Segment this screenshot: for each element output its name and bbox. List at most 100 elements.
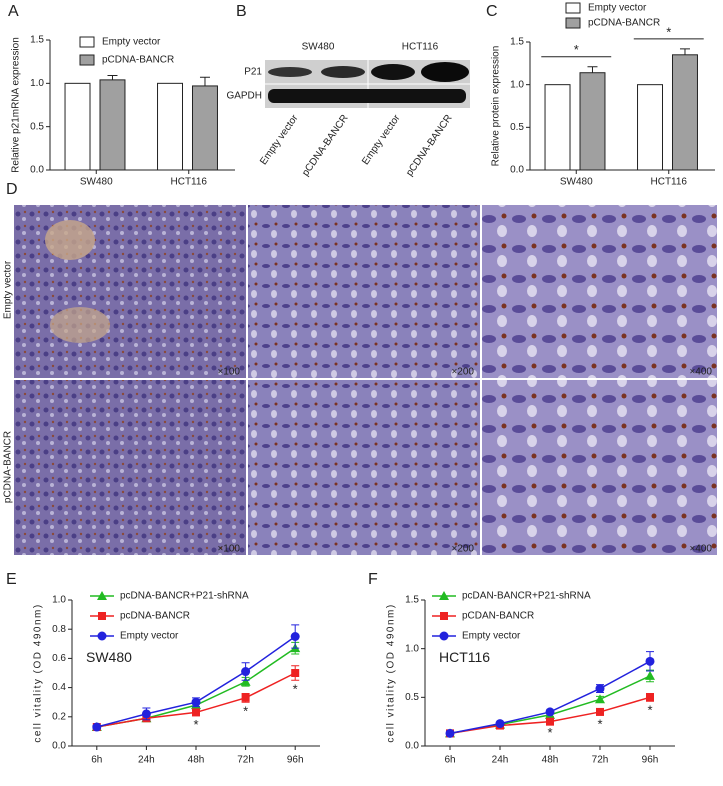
y-tick-label: 0.4 [52, 682, 66, 693]
y-tick-label: 1.0 [405, 643, 419, 654]
micrograph [14, 380, 246, 555]
magnification: ×100 [217, 544, 240, 555]
micrograph [482, 380, 717, 555]
y-tick-label: 0.0 [52, 741, 66, 752]
y-tick-label: 0.0 [510, 165, 524, 176]
y-tick-label: 0.8 [52, 624, 66, 635]
x-tick-label: 48h [542, 755, 559, 766]
x-tick-label: HCT116 [171, 177, 208, 188]
magnification: ×400 [689, 367, 712, 378]
point [97, 591, 107, 600]
legend-swatch [565, 2, 581, 14]
lane-label: pCDNA-BANCR [300, 113, 350, 178]
point [645, 670, 655, 680]
error-bar [587, 66, 598, 73]
magnification: ×100 [217, 367, 240, 378]
annotation: HCT116 [439, 649, 490, 665]
bar [579, 72, 606, 171]
y-axis-label: Relative protein expression [491, 46, 502, 167]
legend-label: pcDNA-BANCR [120, 611, 190, 622]
x-tick-label: 24h [138, 755, 155, 766]
legend-label: pcDAN-BANCR+P21-shRNA [462, 591, 591, 602]
y-tick-label: 1.5 [30, 35, 44, 46]
error-bar [199, 76, 210, 86]
bar [191, 85, 218, 171]
magnification: ×400 [689, 544, 712, 555]
error-bar [679, 48, 690, 55]
lane-label: pCDNA-BANCR [404, 113, 454, 178]
bar [637, 84, 664, 171]
point [240, 676, 251, 686]
y-tick-label: 0.6 [52, 653, 66, 664]
panel-label: E [6, 571, 17, 588]
legend-label: pCDNA-BANCR [102, 55, 174, 66]
y-tick-label: 1.0 [30, 78, 44, 89]
point [595, 694, 605, 704]
panel-label: D [6, 181, 18, 198]
magnification: ×200 [451, 544, 474, 555]
legend-label: pCDNA-BANCR [588, 18, 660, 29]
micrograph [248, 205, 480, 378]
panel-label: B [236, 3, 247, 20]
y-tick-label: 0.5 [405, 692, 419, 703]
y-tick-label: 0.0 [30, 165, 44, 176]
point [98, 612, 106, 620]
point [241, 667, 251, 677]
magnification: ×200 [451, 367, 474, 378]
panel-label: F [368, 571, 378, 588]
point [241, 693, 250, 702]
point [445, 728, 455, 738]
x-tick-label: HCT116 [651, 177, 688, 188]
micrograph [482, 205, 717, 378]
row-label: pCDNA-BANCR [3, 431, 14, 503]
y-tick-label: 1.5 [405, 595, 419, 606]
point [191, 697, 201, 707]
y-tick-label: 0.5 [30, 121, 44, 132]
point [646, 693, 654, 702]
y-axis-label: cell vitality (OD 490nm) [386, 603, 397, 742]
y-tick-label: 0.2 [52, 711, 66, 722]
y-axis-label: cell vitality (OD 490nm) [33, 603, 44, 742]
x-tick-label: 96h [642, 755, 659, 766]
significance: * [293, 682, 298, 697]
legend-label: Empty vector [102, 37, 161, 48]
significance: * [647, 703, 652, 718]
bar [544, 84, 571, 171]
legend-swatch [79, 54, 95, 66]
significance: * [547, 725, 552, 740]
panel-label: A [8, 3, 19, 20]
x-tick-label: 72h [592, 755, 609, 766]
band [321, 66, 365, 78]
point [645, 656, 655, 666]
point [546, 717, 554, 726]
lane-label: Empty vector [258, 112, 301, 167]
point [97, 631, 107, 641]
y-tick-label: 1.0 [52, 595, 66, 606]
annotation: SW480 [86, 649, 132, 665]
point [291, 669, 300, 677]
significance: * [597, 716, 602, 731]
band [371, 64, 415, 80]
point [595, 684, 605, 694]
y-tick-label: 0.0 [405, 741, 419, 752]
significance: * [193, 717, 198, 732]
x-tick-label: 72h [237, 755, 254, 766]
stain [50, 307, 110, 343]
significance: * [243, 704, 248, 719]
x-tick-label: SW480 [560, 177, 593, 188]
legend-swatch [565, 17, 581, 29]
band [268, 89, 466, 103]
bar [99, 79, 126, 171]
error-bar [107, 75, 118, 80]
point [192, 708, 200, 717]
point [141, 709, 151, 719]
point [290, 632, 300, 641]
point [440, 612, 448, 620]
y-tick-label: 0.5 [510, 122, 524, 133]
legend-label: pCDAN-BANCR [462, 611, 534, 622]
row-label: Empty vector [3, 260, 14, 319]
x-tick-label: 48h [188, 755, 205, 766]
y-axis-label: Relative p21mRNA expression [11, 37, 22, 173]
x-tick-label: 6h [444, 755, 455, 766]
panel-label: C [486, 3, 498, 20]
